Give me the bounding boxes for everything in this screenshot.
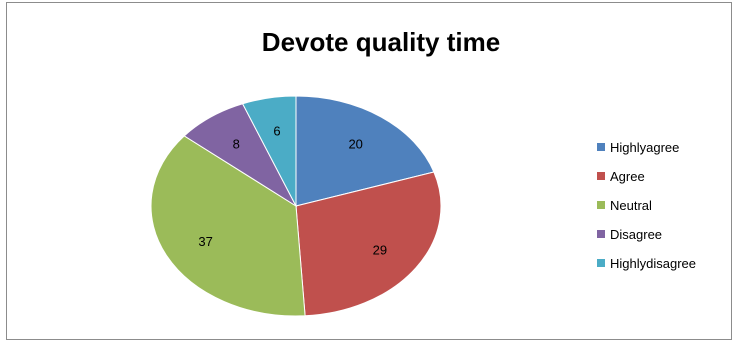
legend-label-highlyagree: Highlyagree (610, 140, 679, 155)
legend-label-disagree: Disagree (610, 227, 662, 242)
legend-label-agree: Agree (610, 169, 645, 184)
legend-label-neutral: Neutral (610, 198, 652, 213)
data-label-highlyagree: 20 (348, 137, 362, 152)
data-label-highlydisagree: 6 (273, 123, 280, 138)
data-label-disagree: 8 (233, 137, 240, 152)
legend-swatch-disagree (597, 230, 605, 238)
legend-swatch-agree (597, 172, 605, 180)
chart-title: Devote quality time (262, 27, 500, 57)
data-label-agree: 29 (373, 242, 387, 257)
data-label-neutral: 37 (198, 234, 212, 249)
legend-swatch-highlydisagree (597, 259, 605, 267)
legend-label-highlydisagree: Highlydisagree (610, 256, 696, 271)
legend-swatch-neutral (597, 201, 605, 209)
legend-swatch-highlyagree (597, 143, 605, 151)
pie-slices (151, 96, 441, 316)
legend: Highlyagree Agree Neutral Disagree Highlydis… (597, 140, 696, 271)
